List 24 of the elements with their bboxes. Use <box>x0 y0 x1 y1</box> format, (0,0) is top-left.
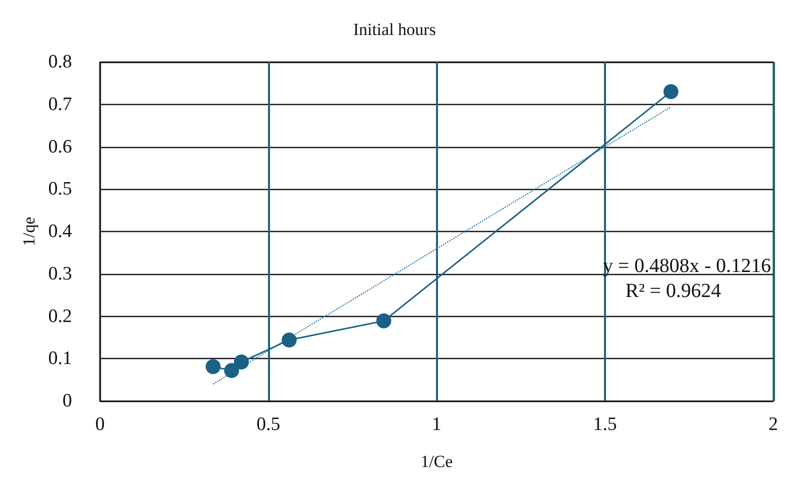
y-tick-label: 0.8 <box>48 52 72 72</box>
point <box>224 362 240 378</box>
y-tick-label: 0.4 <box>48 221 72 242</box>
x-tick-label: 2 <box>768 414 778 435</box>
y-tick-label: 0.2 <box>48 306 72 327</box>
point <box>282 332 297 348</box>
y-tick-label: 0.6 <box>48 136 72 158</box>
x-axis-title: 1/Ce <box>420 452 453 471</box>
y-tick-label: 0.1 <box>48 348 72 370</box>
point <box>234 354 249 370</box>
y-tick-label: 0.5 <box>48 178 72 200</box>
x-tick-label: 0 <box>95 414 105 435</box>
y-tick-label: 0.3 <box>48 263 72 284</box>
x-tick-label: 1.5 <box>593 414 617 435</box>
chart-title: Initial hours <box>353 20 436 39</box>
x-tick-label: 0.5 <box>256 414 280 435</box>
y-tick-label: 0 <box>62 390 72 412</box>
y-axis-title: 1/qe <box>19 216 38 246</box>
annotation: R² = 0.9624 <box>625 280 722 302</box>
x-tick-label: 1 <box>432 414 442 435</box>
point <box>206 359 221 374</box>
point <box>376 313 392 328</box>
y-tick-label: 0.7 <box>48 94 72 115</box>
point <box>663 84 678 100</box>
